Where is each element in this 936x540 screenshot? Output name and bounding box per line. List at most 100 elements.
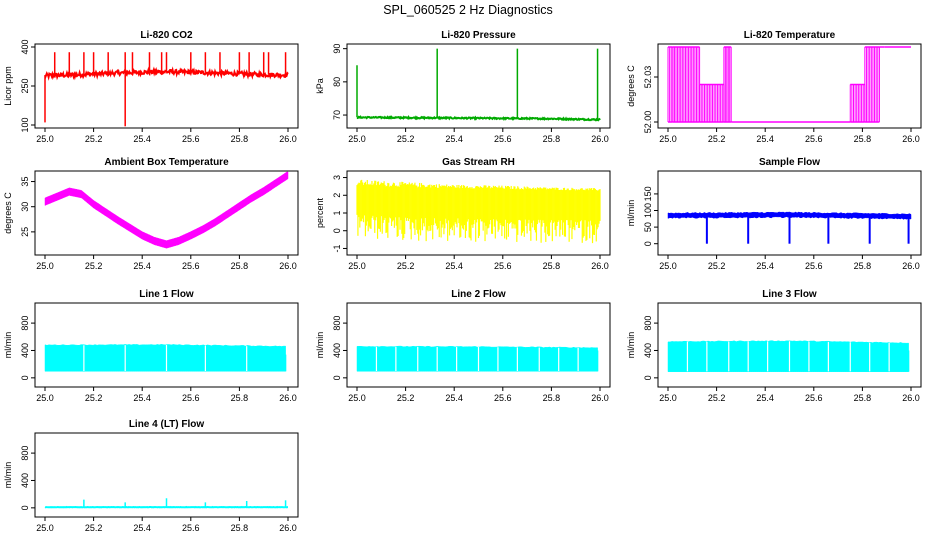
x-tick-label: 25.2 (397, 393, 415, 403)
x-tick-label: 25.4 (133, 393, 151, 403)
x-tick-label: 25.0 (36, 134, 54, 144)
x-tick-label: 25.6 (494, 134, 512, 144)
x-tick-label: 25.6 (182, 393, 200, 403)
y-tick-label: 70 (332, 110, 342, 120)
plot-frame (34, 432, 299, 518)
x-tick-label: 25.0 (348, 134, 366, 144)
x-tick-label: 25.6 (182, 134, 200, 144)
y-axis-label: ml/min (626, 332, 636, 359)
plot-frame (34, 170, 299, 256)
x-tick-label: 25.8 (543, 393, 561, 403)
x-tick-label: 25.6 (805, 261, 823, 271)
y-tick-label: 80 (332, 77, 342, 87)
y-axis-label: degrees C (3, 192, 13, 234)
x-tick-label: 25.2 (397, 134, 415, 144)
plot-frame (657, 170, 922, 256)
figure-title: SPL_060525 2 Hz Diagnostics (383, 3, 553, 17)
x-tick-label: 25.4 (756, 393, 774, 403)
x-tick-label: 25.8 (854, 261, 872, 271)
x-tick-label: 26.0 (279, 134, 297, 144)
series-line-3-flow (667, 340, 910, 372)
x-tick-label: 25.4 (756, 261, 774, 271)
series-gas-stream-rh (356, 179, 601, 244)
y-axis-label: percent (315, 197, 325, 228)
series-li820-temperature (667, 46, 911, 123)
x-tick-label: 25.8 (231, 393, 249, 403)
x-tick-label: 25.6 (494, 261, 512, 271)
panel-line-3-flow: Line 3 Flow 25.0 25.2 25.4 25.6 25.8 26.0 0 400 8… (626, 289, 922, 403)
plot-frame (657, 302, 922, 388)
panel-title: Li-820 Pressure (441, 30, 516, 41)
y-tick-label: 2 (332, 193, 342, 198)
x-tick-label: 25.0 (659, 393, 677, 403)
y-tick-label: 250 (20, 78, 30, 93)
panel-li820-temperature: Li-820 Temperature 25.0 25.2 25.4 25.6 25.8 26… (626, 30, 922, 144)
panel-line-2-flow: Line 2 Flow 25.0 25.2 25.4 25.6 25.8 26.0 0 400 8… (315, 289, 611, 403)
panel-title: Sample Flow (759, 157, 820, 168)
y-tick-label: 1 (332, 210, 342, 215)
series-line-1-flow (44, 344, 287, 372)
x-tick-label: 26.0 (902, 393, 920, 403)
y-tick-label: 25 (20, 227, 30, 237)
y-tick-label: 800 (643, 316, 653, 331)
y-tick-label: 150 (643, 186, 653, 201)
x-tick-label: 25.6 (182, 261, 200, 271)
plot-frame (657, 43, 922, 129)
y-tick-label: 0 (643, 241, 653, 246)
x-tick-label: 25.2 (85, 261, 103, 271)
y-tick-label: 50 (643, 222, 653, 232)
y-tick-label: 0 (643, 375, 653, 380)
x-tick-label: 25.8 (231, 261, 249, 271)
panel-li820-pressure: Li-820 Pressure 25.0 25.2 25.4 25.6 25.8 26.0 7… (315, 30, 611, 144)
y-tick-label: 800 (332, 316, 342, 331)
panel-line-4-lt-flow: Line 4 (LT) Flow 25.0 25.2 25.4 25.6 25.8 26.0… (3, 419, 299, 533)
x-tick-label: 25.2 (85, 523, 103, 533)
x-tick-label: 25.0 (36, 523, 54, 533)
x-tick-label: 25.8 (854, 134, 872, 144)
x-tick-label: 26.0 (902, 261, 920, 271)
x-tick-label: 25.8 (543, 134, 561, 144)
y-axis-label: kPa (315, 78, 325, 94)
x-tick-label: 25.0 (659, 261, 677, 271)
x-tick-label: 26.0 (591, 261, 609, 271)
y-axis-label: degrees C (626, 65, 636, 107)
panel-title: Li-820 Temperature (744, 30, 836, 41)
y-axis-label: ml/min (315, 332, 325, 359)
y-tick-label: 52.03 (643, 66, 653, 89)
y-tick-label: -1 (332, 244, 342, 252)
y-tick-label: 800 (20, 316, 30, 331)
series-band (44, 171, 289, 249)
series-li820-co2 (44, 52, 289, 127)
y-tick-label: 400 (20, 473, 30, 488)
panel-title: Line 2 Flow (451, 289, 506, 300)
x-tick-label: 25.0 (659, 134, 677, 144)
x-tick-label: 25.4 (445, 393, 463, 403)
y-tick-label: 90 (332, 44, 342, 54)
panel-title: Line 1 Flow (139, 289, 194, 300)
series-line-4-lt-flow (44, 498, 288, 509)
x-tick-label: 25.8 (231, 134, 249, 144)
series-li820-pressure (356, 48, 601, 122)
y-tick-label: 100 (20, 117, 30, 132)
panel-title: Ambient Box Temperature (104, 157, 229, 168)
series-block (667, 340, 909, 372)
x-tick-label: 25.6 (182, 523, 200, 533)
panel-title: Gas Stream RH (442, 157, 515, 168)
x-tick-label: 26.0 (591, 134, 609, 144)
x-tick-label: 25.2 (85, 393, 103, 403)
x-tick-label: 25.8 (543, 261, 561, 271)
y-axis-label: ml/min (3, 332, 13, 359)
x-tick-label: 25.0 (36, 393, 54, 403)
panel-li820-co2: Li-820 CO2 25.0 25.2 25.4 25.6 25.8 26.0 100 250… (3, 30, 299, 144)
series-line (356, 114, 601, 122)
x-tick-label: 25.4 (133, 261, 151, 271)
x-tick-label: 26.0 (279, 261, 297, 271)
x-tick-label: 25.0 (36, 261, 54, 271)
y-tick-label: 0 (20, 505, 30, 510)
x-tick-label: 26.0 (902, 134, 920, 144)
x-tick-label: 26.0 (591, 393, 609, 403)
plot-frame (34, 302, 299, 388)
x-tick-label: 25.2 (708, 261, 726, 271)
x-tick-label: 25.2 (708, 134, 726, 144)
